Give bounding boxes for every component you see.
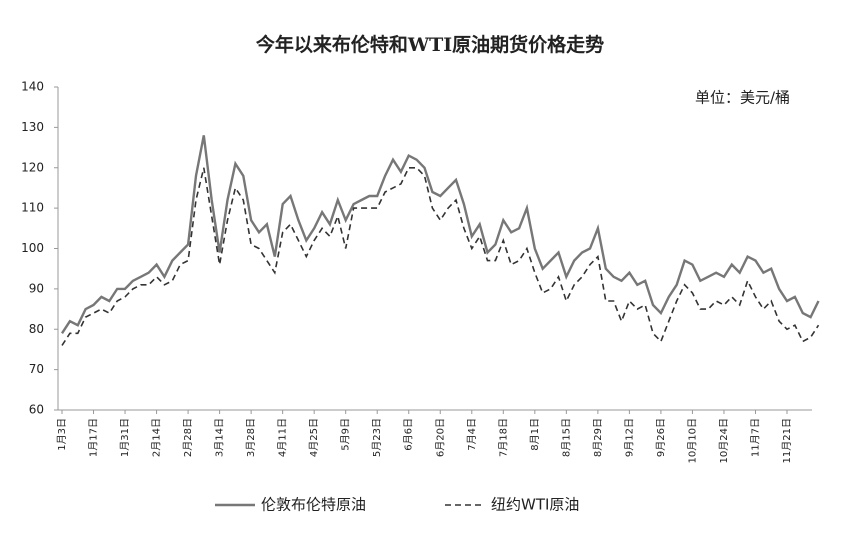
x-tick-label: 6月6日	[403, 418, 415, 451]
series-line	[60, 135, 820, 334]
x-tick-label: 1月17日	[88, 418, 100, 457]
y-tick-label: 110	[21, 201, 44, 215]
series-line	[61, 167, 820, 346]
x-tick-label: 4月25日	[308, 418, 320, 457]
x-tick-label: 1月31日	[119, 418, 131, 457]
y-tick-label: 70	[29, 362, 44, 376]
x-tick-label: 7月4日	[466, 418, 478, 451]
unit-label: 单位：美元/桶	[695, 89, 790, 107]
x-tick-label: 8月1日	[529, 418, 541, 451]
x-tick-label: 9月12日	[623, 418, 635, 457]
x-tick-label: 4月11日	[277, 418, 289, 457]
x-tick-label: 6月20日	[434, 418, 446, 457]
y-tick-label: 80	[29, 322, 44, 336]
y-tick-label: 100	[21, 241, 44, 255]
x-tick-label: 2月14日	[151, 418, 163, 457]
x-tick-label: 7月18日	[497, 418, 509, 457]
x-tick-label: 5月9日	[340, 418, 352, 451]
x-tick-label: 8月15日	[560, 418, 572, 457]
y-tick-label: 120	[21, 160, 44, 174]
legend-label: 纽约WTI原油	[491, 496, 579, 514]
x-tick-label: 8月29日	[592, 418, 604, 457]
x-tick-label: 2月28日	[182, 418, 194, 457]
x-tick-label: 3月28日	[245, 418, 257, 457]
y-tick-label: 90	[29, 281, 44, 295]
x-tick-label: 5月23日	[371, 418, 383, 457]
chart-title: 今年以来布伦特和WTI原油期货价格走势	[255, 33, 604, 56]
y-tick-label: 60	[29, 403, 44, 417]
y-tick-label: 140	[21, 80, 44, 94]
x-tick-label: 9月26日	[655, 418, 667, 457]
y-tick-label: 130	[21, 120, 44, 134]
x-tick-label: 3月14日	[214, 418, 226, 457]
x-tick-label: 10月24日	[718, 418, 730, 463]
legend-label: 伦敦布伦特原油	[261, 496, 366, 514]
x-tick-label: 11月7日	[749, 418, 761, 457]
x-tick-label: 10月10日	[686, 418, 698, 463]
x-tick-label: 11月21日	[781, 418, 793, 463]
x-tick-label: 1月3日	[56, 418, 68, 451]
